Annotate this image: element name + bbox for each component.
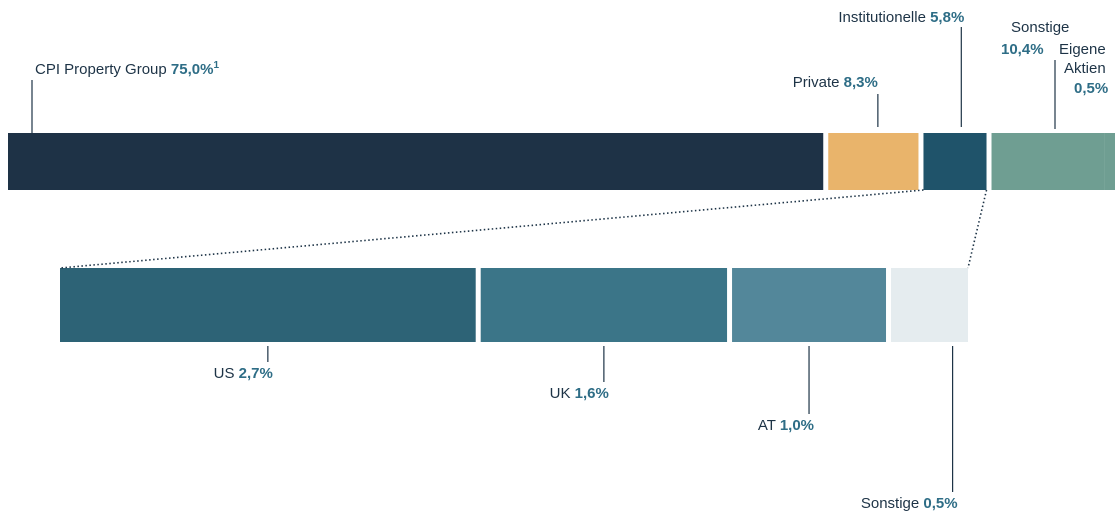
label-sonstige-name: Sonstige [1011, 19, 1069, 36]
bar-segment-private [828, 133, 919, 190]
label-institutionelle: Institutionelle 5,8% [838, 9, 964, 26]
breakdown-segment-at-2 [732, 268, 887, 342]
breakdown-segment-sonstige-3 [891, 268, 968, 342]
label-breakdown-uk-1: UK 1,6% [550, 385, 609, 402]
label-breakdown-us-0: US 2,7% [214, 365, 273, 382]
bar-segment-eigene-aktien [1104, 133, 1115, 190]
connector-left [59, 189, 924, 269]
label-breakdown-sonstige-3: Sonstige 0,5% [861, 495, 958, 512]
label-breakdown-at-2: AT 1,0% [758, 417, 814, 434]
breakdown-segment-uk-1 [480, 268, 728, 342]
bar-segment-cpi-property-group [8, 133, 824, 190]
label-cpi-property-group: CPI Property Group 75,0%1 [35, 60, 219, 78]
connector-right [967, 189, 988, 269]
label-sonstige-value: 10,4% [1001, 41, 1044, 58]
label-eigene-aktien-line1: Eigene [1059, 41, 1106, 58]
label-eigene-aktien-line2: Aktien [1064, 60, 1106, 77]
label-eigene-aktien-value: 0,5% [1074, 80, 1108, 97]
breakdown-segment-us-0 [60, 268, 476, 342]
label-private: Private 8,3% [793, 74, 878, 91]
bar-segment-institutionelle [923, 133, 987, 190]
bar-segment-sonstige [991, 133, 1105, 190]
